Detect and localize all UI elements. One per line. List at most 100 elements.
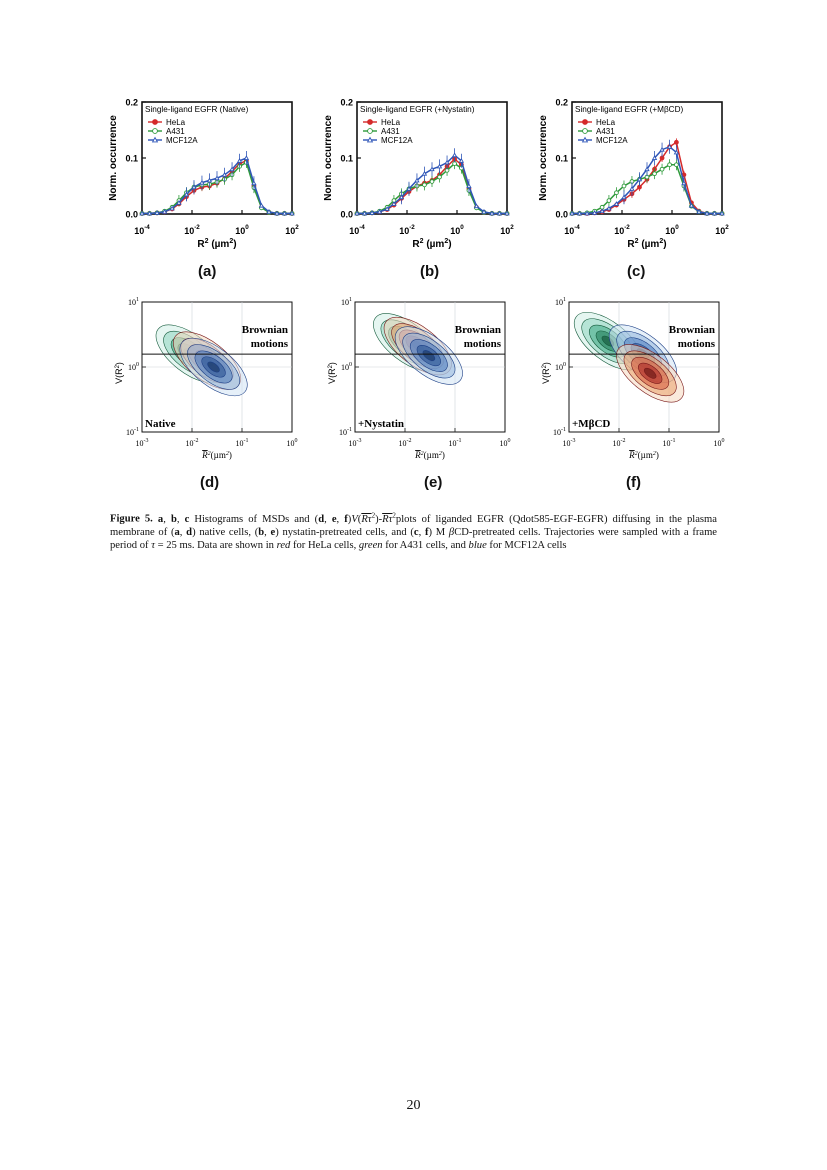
panel-label-d: (d) xyxy=(200,474,220,491)
y-axis-label: V(R2) xyxy=(541,362,551,384)
x-axis-label: R2(µm2) xyxy=(414,450,445,460)
x-tick-label: 10-2 xyxy=(613,438,626,448)
reference-line-label: motions xyxy=(464,338,502,350)
caption-segment: τ xyxy=(151,539,155,551)
caption-segment: ( xyxy=(357,513,362,525)
x-tick-label: 10-4 xyxy=(564,224,580,236)
caption-segment: 2 xyxy=(371,511,376,519)
data-point xyxy=(369,210,375,215)
caption-segment: Histograms of MSDs and ( xyxy=(189,513,319,525)
data-point xyxy=(666,143,673,149)
y-tick-label: 0.0 xyxy=(555,210,568,220)
caption-segment: plots of liganded EGFR (Qdot585-EGF-EGFR… xyxy=(110,513,717,538)
data-point xyxy=(436,163,443,169)
x-tick-label: 10-2 xyxy=(614,224,630,236)
data-point xyxy=(599,208,605,214)
caption-segment: , xyxy=(179,526,187,538)
data-point xyxy=(613,201,620,206)
caption-segment: 2 xyxy=(392,511,396,519)
series-line-a431 xyxy=(142,161,292,215)
y-axis-label: V(R2) xyxy=(327,362,337,384)
data-point xyxy=(481,208,487,214)
caption-segment: ) native cells, ( xyxy=(192,526,259,538)
legend-marker xyxy=(582,128,588,134)
data-point xyxy=(452,161,457,166)
data-point xyxy=(398,194,405,200)
caption-segment: a xyxy=(174,526,180,538)
contour-level xyxy=(422,350,436,361)
legend-marker xyxy=(366,136,374,143)
x-tick-label: 10-3 xyxy=(563,438,576,448)
data-point xyxy=(496,210,503,216)
condition-label: Native xyxy=(145,418,176,430)
data-point xyxy=(422,182,427,188)
histogram-chart-a: 0.0 0.1 0.2 10-4 10-2 100 102 Norm. occurrence R… xyxy=(108,98,299,251)
caption-segment: for HeLa cells, xyxy=(290,539,359,551)
y-tick-label: 0.1 xyxy=(340,154,353,164)
y-tick-label: 0.2 xyxy=(125,98,138,108)
data-point xyxy=(696,208,702,214)
data-point xyxy=(229,166,235,172)
caption-segment: b xyxy=(258,526,265,538)
x-tick-label: 100 xyxy=(235,224,249,236)
data-point xyxy=(674,162,679,168)
legend-entry: MCF12A xyxy=(166,136,198,145)
data-point xyxy=(466,183,472,188)
density-chart-f: Brownian motions +MβCD 10-1 100 101 10-3 10-2 10… xyxy=(541,297,725,460)
legend-entry: A431 xyxy=(166,127,185,136)
data-point xyxy=(659,166,665,172)
x-tick-label: 100 xyxy=(500,438,511,448)
data-point xyxy=(274,210,280,216)
data-point xyxy=(444,159,450,165)
panel-label-f: (f) xyxy=(626,474,641,491)
plot-frame xyxy=(571,101,723,215)
x-tick-label: 10-4 xyxy=(134,224,150,236)
data-point xyxy=(606,205,612,211)
caption-segment: ) M xyxy=(428,526,449,538)
data-point xyxy=(406,185,412,191)
contour-level xyxy=(207,361,220,373)
data-point xyxy=(391,201,397,206)
legend-entry: MCF12A xyxy=(596,136,628,145)
data-point xyxy=(206,177,213,183)
caption-segment: c xyxy=(184,513,190,525)
legend-marker xyxy=(152,128,158,134)
caption-segment: b xyxy=(170,513,177,525)
legend-marker xyxy=(151,136,159,143)
y-tick-label: 0.0 xyxy=(125,210,138,220)
caption-segment: f xyxy=(344,513,348,525)
legend-marker xyxy=(367,128,373,134)
data-point xyxy=(584,210,590,216)
legend-entry: HeLa xyxy=(381,118,401,127)
data-point xyxy=(614,190,619,196)
data-point xyxy=(429,166,435,172)
data-point xyxy=(688,202,695,208)
data-point xyxy=(221,171,228,177)
y-axis-label: Norm. occurrence xyxy=(108,115,119,201)
condition-label: +Nystatin xyxy=(358,418,404,430)
legend-entry: HeLa xyxy=(166,118,186,127)
data-point xyxy=(681,180,687,186)
y-tick-label: 101 xyxy=(555,297,566,307)
x-tick-label: 10-2 xyxy=(399,438,412,448)
data-point xyxy=(243,155,250,160)
legend-marker xyxy=(581,136,589,143)
x-tick-label: 10-1 xyxy=(236,438,249,448)
caption-segment: V xyxy=(351,513,358,525)
data-point xyxy=(652,171,657,177)
data-point xyxy=(651,155,658,160)
histogram-panel-a: 0.0 0.1 0.2 10-4 10-2 100 102 Norm. occurrence R… xyxy=(100,92,310,257)
legend-entry: A431 xyxy=(596,127,615,136)
reference-line-label: Brownian xyxy=(242,324,288,336)
caption-segment: , xyxy=(324,513,332,525)
data-point xyxy=(504,210,510,216)
caption-segment: d xyxy=(318,513,325,525)
density-cluster-mcf12a xyxy=(179,337,248,397)
legend-marker xyxy=(582,119,588,125)
data-point xyxy=(489,210,495,216)
y-tick-label: 101 xyxy=(128,297,139,307)
panel-label-c: (c) xyxy=(627,263,646,280)
x-tick-label: 10-1 xyxy=(663,438,676,448)
density-cluster-hela xyxy=(616,344,685,403)
figure-caption: Figure 5. a, b, c Histograms of MSDs and… xyxy=(110,509,717,552)
